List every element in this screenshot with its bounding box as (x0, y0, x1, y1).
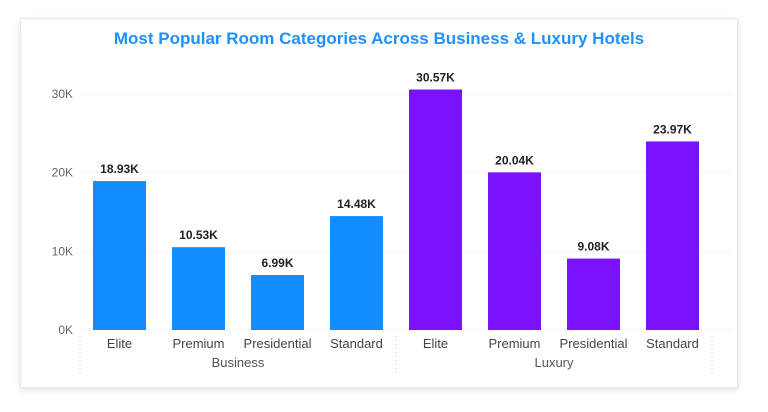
y-tick-label: 30K (52, 87, 73, 101)
chart-title: Most Popular Room Categories Across Busi… (113, 29, 645, 48)
group-label: Business (212, 355, 265, 370)
bar-luxury-presidential (567, 258, 620, 330)
bar-business-elite (93, 181, 146, 330)
data-label: 14.48K (337, 197, 376, 211)
x-tick-label: Premium (488, 336, 540, 351)
data-label: 10.53K (179, 228, 218, 242)
bar-luxury-standard (646, 141, 699, 330)
y-tick-label: 20K (52, 166, 73, 180)
chart-card: Most Popular Room Categories Across Busi… (20, 18, 738, 388)
x-tick-label: Standard (330, 336, 383, 351)
data-label: 30.57K (416, 71, 455, 85)
data-label: 9.08K (577, 240, 609, 254)
x-tick-label: Elite (423, 336, 448, 351)
group-label: Luxury (534, 355, 574, 370)
x-tick-label: Premium (172, 336, 224, 351)
bar-business-standard (330, 216, 383, 330)
bar-business-presidential (251, 275, 304, 330)
x-tick-label: Presidential (244, 336, 312, 351)
bar-luxury-premium (488, 172, 541, 330)
x-tick-label: Standard (646, 336, 699, 351)
x-tick-label: Presidential (560, 336, 628, 351)
data-label: 20.04K (495, 153, 534, 167)
data-label: 23.97K (653, 122, 692, 136)
y-tick-label: 0K (58, 323, 73, 337)
x-tick-label: Elite (107, 336, 132, 351)
y-tick-label: 10K (52, 244, 73, 258)
bar-chart: 0K 10K 20K 30K 18.93K Elite 10.53K Premium 6.99K… (52, 71, 733, 374)
data-label: 18.93K (100, 162, 139, 176)
bar-luxury-elite (409, 89, 462, 331)
bar-business-premium (172, 247, 225, 330)
data-label: 6.99K (261, 256, 293, 270)
